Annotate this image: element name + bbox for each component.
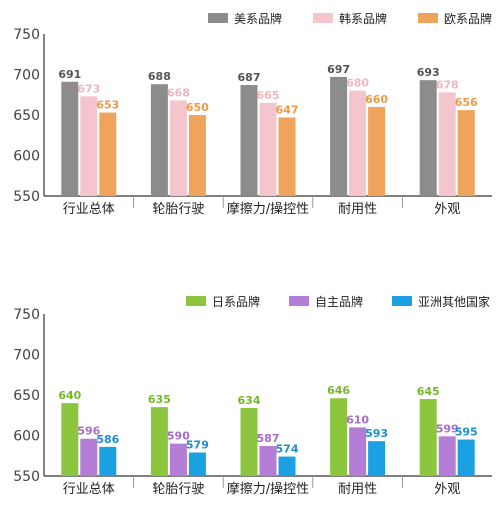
bar-value-label: 691 <box>58 68 81 81</box>
legend-label: 美系品牌 <box>234 12 282 26</box>
bar <box>349 90 367 196</box>
bar <box>188 452 206 476</box>
category-label: 耐用性 <box>338 202 377 217</box>
bar <box>80 96 98 196</box>
bar <box>169 443 187 476</box>
y-tick-label: 750 <box>13 307 40 323</box>
bar <box>438 92 456 196</box>
legend-swatch <box>392 296 412 306</box>
bar <box>150 407 168 476</box>
bar-value-label: 587 <box>257 432 280 445</box>
bar-value-label: 586 <box>96 433 119 446</box>
bar <box>368 441 386 476</box>
bar <box>259 102 277 196</box>
bar <box>368 106 386 196</box>
y-tick-label: 650 <box>13 108 40 124</box>
category-label: 外观 <box>434 202 460 217</box>
bar <box>80 438 98 476</box>
category-label: 耐用性 <box>338 482 377 497</box>
legend-swatch <box>208 13 228 23</box>
bar <box>438 436 456 476</box>
bar <box>349 427 367 476</box>
bar <box>419 399 437 476</box>
bar-value-label: 653 <box>96 99 119 112</box>
legend-swatch <box>313 13 333 23</box>
y-tick-label: 550 <box>13 469 40 485</box>
bar <box>240 85 258 196</box>
bar <box>278 456 296 476</box>
bar-value-label: 645 <box>417 385 440 398</box>
y-tick-label: 650 <box>13 388 40 404</box>
y-tick-label: 600 <box>13 149 40 165</box>
bar-value-label: 596 <box>77 425 100 438</box>
category-label: 轮胎行驶 <box>152 202 204 217</box>
bar-value-label: 688 <box>148 70 171 83</box>
bar-value-label: 610 <box>346 413 369 426</box>
bar-value-label: 593 <box>365 427 388 440</box>
bar-value-label: 660 <box>365 93 388 106</box>
bar <box>457 110 475 196</box>
category-label: 外观 <box>434 482 460 497</box>
bar-value-label: 668 <box>167 86 190 99</box>
bar-value-label: 595 <box>455 426 478 439</box>
bar <box>419 80 437 196</box>
legend-label: 欧系品牌 <box>444 12 492 26</box>
y-tick-label: 600 <box>13 429 40 445</box>
legend-swatch <box>418 13 438 23</box>
bar <box>99 112 117 196</box>
bar <box>240 407 258 476</box>
bar-value-label: 693 <box>417 66 440 79</box>
bar <box>330 76 348 196</box>
bar-value-label: 650 <box>186 101 209 114</box>
bar-value-label: 590 <box>167 430 190 443</box>
bar-value-label: 656 <box>455 96 478 109</box>
bar-value-label: 599 <box>436 422 459 435</box>
bar-value-label: 680 <box>346 77 369 90</box>
legend-label: 日系品牌 <box>212 295 260 309</box>
bar <box>259 446 277 476</box>
y-tick-label: 700 <box>13 68 40 84</box>
bar-value-label: 678 <box>436 78 459 91</box>
bar-value-label: 687 <box>238 71 261 84</box>
y-tick-label: 700 <box>13 348 40 364</box>
bar-value-label: 647 <box>276 103 299 116</box>
category-label: 行业总体 <box>63 482 115 497</box>
bar <box>99 446 117 476</box>
bar <box>61 403 79 476</box>
bar <box>278 117 296 196</box>
category-label: 行业总体 <box>63 202 115 217</box>
category-label: 轮胎行驶 <box>152 482 204 497</box>
bar-value-label: 635 <box>148 393 171 406</box>
legend-label: 自主品牌 <box>315 295 363 309</box>
bar <box>150 84 168 196</box>
legend-swatch <box>289 296 309 306</box>
legend-label: 韩系品牌 <box>339 11 387 26</box>
bar <box>457 439 475 476</box>
y-tick-label: 750 <box>13 27 40 43</box>
bar-value-label: 646 <box>327 384 350 397</box>
category-label: 摩擦力/操控性 <box>227 201 309 217</box>
bar-value-label: 665 <box>257 89 280 102</box>
bar <box>169 100 187 196</box>
legend-swatch <box>186 296 206 306</box>
bar <box>330 398 348 476</box>
bar-value-label: 574 <box>276 443 299 456</box>
legend-label: 亚洲其他国家 <box>418 294 490 309</box>
category-label: 摩擦力/操控性 <box>227 481 309 497</box>
bar <box>188 115 206 196</box>
bar <box>61 81 79 196</box>
bar-value-label: 697 <box>327 63 350 76</box>
bar-value-label: 579 <box>186 439 209 452</box>
bar-value-label: 673 <box>77 82 100 95</box>
bar-value-label: 640 <box>58 389 81 402</box>
bar-value-label: 634 <box>238 394 261 407</box>
y-tick-label: 550 <box>13 189 40 205</box>
